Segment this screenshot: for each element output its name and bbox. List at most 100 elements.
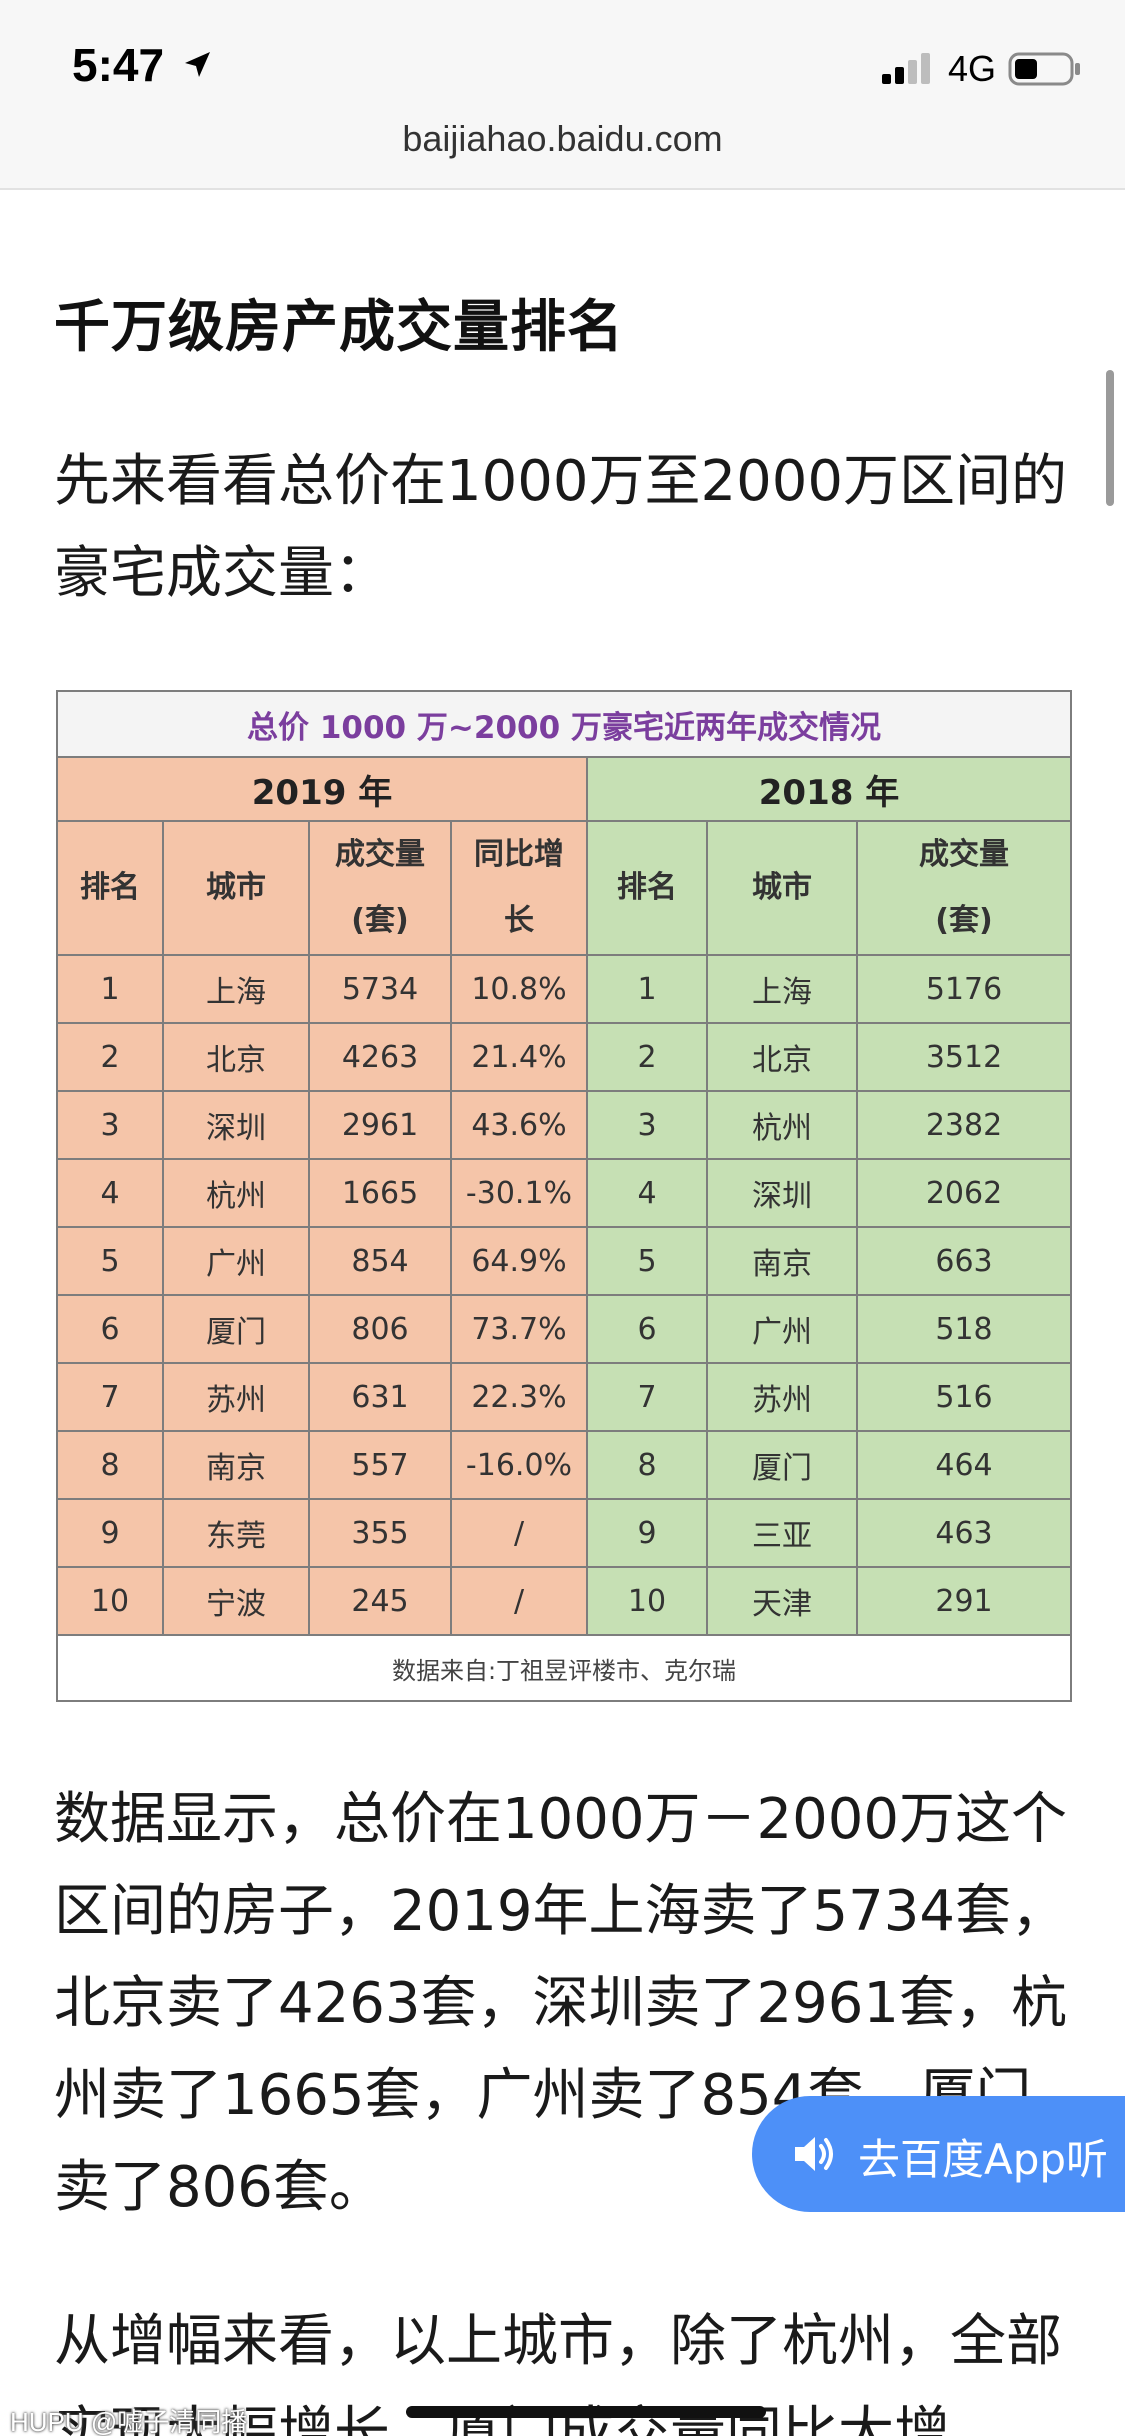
- table-row: 6 厦门 806 73.7% 6 广州 518: [56, 1294, 1073, 1364]
- table-row: 1 上海 5734 10.8% 1 上海 5176: [56, 954, 1073, 1024]
- rank-2018: 9: [586, 1498, 708, 1568]
- rank-2018: 1: [586, 954, 708, 1024]
- growth: /: [450, 1566, 588, 1636]
- volume-2019: 2961: [308, 1090, 452, 1160]
- rank-2019: 9: [56, 1498, 164, 1568]
- col-header-growth-2019: 同比增 长: [450, 820, 588, 956]
- col-header-volume-2019-line1: 成交量: [335, 837, 425, 872]
- growth: 64.9%: [450, 1226, 588, 1296]
- rank-2018: 5: [586, 1226, 708, 1296]
- table-row: 2 北京 4263 21.4% 2 北京 3512: [56, 1022, 1073, 1092]
- city-2018: 北京: [706, 1022, 858, 1092]
- status-time: 5:47: [72, 39, 165, 91]
- battery-icon: [1008, 52, 1080, 86]
- article-paragraph-1: 先来看看总价在1000万至2000万区间的豪宅成交量：: [54, 449, 1068, 606]
- col-header-volume-2018-line2: (套): [935, 903, 993, 938]
- growth: 73.7%: [450, 1294, 588, 1364]
- rank-2019: 1: [56, 954, 164, 1024]
- table-row: 7 苏州 631 22.3% 7 苏州 516: [56, 1362, 1073, 1432]
- address-bar-url[interactable]: baijiahao.baidu.com: [402, 118, 723, 159]
- article-title: 千万级房产成交量排名: [54, 295, 624, 360]
- rank-2019: 7: [56, 1362, 164, 1432]
- city-2018: 南京: [706, 1226, 858, 1296]
- col-header-growth-line2: 长: [504, 903, 534, 938]
- volume-2019: 245: [308, 1566, 452, 1636]
- growth: -30.1%: [450, 1158, 588, 1228]
- col-header-volume-2019: 成交量 (套): [308, 820, 452, 956]
- city-2019: 北京: [162, 1022, 310, 1092]
- growth: 22.3%: [450, 1362, 588, 1432]
- listen-button-label: 去百度App听: [858, 2135, 1109, 2184]
- growth: 21.4%: [450, 1022, 588, 1092]
- speaker-icon: [795, 2137, 833, 2171]
- rank-2019: 4: [56, 1158, 164, 1228]
- network-type: 4G: [948, 48, 997, 89]
- volume-2018: 463: [855, 1498, 1073, 1568]
- volume-2019: 631: [308, 1362, 452, 1432]
- volume-2018: 2062: [855, 1158, 1073, 1228]
- city-2018: 上海: [706, 954, 858, 1024]
- rank-2018: 8: [586, 1430, 708, 1500]
- volume-2018: 516: [855, 1362, 1073, 1432]
- volume-2018: 663: [855, 1226, 1073, 1296]
- rank-2019: 2: [56, 1022, 164, 1092]
- year-2019-header: 2019 年: [56, 756, 588, 822]
- volume-2018: 518: [855, 1294, 1073, 1364]
- volume-2018: 2382: [855, 1090, 1073, 1160]
- col-header-rank-2018: 排名: [586, 820, 708, 956]
- volume-2019: 854: [308, 1226, 452, 1296]
- rank-2018: 10: [586, 1566, 708, 1636]
- col-header-rank-2019: 排名: [56, 820, 164, 956]
- volume-2019: 1665: [308, 1158, 452, 1228]
- rank-2018: 2: [586, 1022, 708, 1092]
- rank-2019: 10: [56, 1566, 164, 1636]
- volume-2019: 4263: [308, 1022, 452, 1092]
- listen-in-baidu-app-button[interactable]: 去百度App听: [752, 2096, 1125, 2212]
- growth: -16.0%: [450, 1430, 588, 1500]
- city-2018: 苏州: [706, 1362, 858, 1432]
- rank-2019: 5: [56, 1226, 164, 1296]
- cellular-signal-icon: [882, 53, 930, 84]
- city-2018: 深圳: [706, 1158, 858, 1228]
- city-2019: 杭州: [162, 1158, 310, 1228]
- rank-2019: 6: [56, 1294, 164, 1364]
- table-caption: 总价 1000 万~2000 万豪宅近两年成交情况: [55, 690, 1073, 758]
- article-paragraph-3: 从增幅来看，以上城市，除了杭州，全部实现大幅增长，厦门成交量同比大增: [54, 2309, 1062, 2436]
- location-arrow-icon: [185, 52, 210, 77]
- rank-2018: 3: [586, 1090, 708, 1160]
- volume-2019: 5734: [308, 954, 452, 1024]
- article-paragraph-2: 数据显示，总价在1000万－2000万这个区间的房子，2019年上海卖了5734…: [54, 1787, 1068, 2220]
- table-row: 10 宁波 245 / 10 天津 291: [56, 1566, 1073, 1636]
- volume-2018: 291: [855, 1566, 1073, 1636]
- col-header-volume-2018-line1: 成交量: [919, 837, 1009, 872]
- rank-2019: 3: [56, 1090, 164, 1160]
- city-2019: 广州: [162, 1226, 310, 1296]
- col-header-city-2019: 城市: [162, 820, 310, 956]
- volume-2018: 3512: [855, 1022, 1073, 1092]
- table-row: 5 广州 854 64.9% 5 南京 663: [56, 1226, 1073, 1296]
- city-2019: 宁波: [162, 1566, 310, 1636]
- browser-header: 5:47 4G baijiahao.baidu.com: [0, 0, 1125, 190]
- city-2019: 厦门: [162, 1294, 310, 1364]
- rank-2018: 7: [586, 1362, 708, 1432]
- city-2019: 东莞: [162, 1498, 310, 1568]
- table-row: 3 深圳 2961 43.6% 3 杭州 2382: [56, 1090, 1073, 1160]
- volume-2019: 355: [308, 1498, 452, 1568]
- city-2018: 天津: [706, 1566, 858, 1636]
- city-2019: 深圳: [162, 1090, 310, 1160]
- col-header-volume-2018: 成交量 (套): [855, 820, 1073, 956]
- growth: 10.8%: [450, 954, 588, 1024]
- table-row: 9 东莞 355 / 9 三亚 463: [56, 1498, 1073, 1568]
- sales-ranking-table: 总价 1000 万~2000 万豪宅近两年成交情况 2019 年 2018 年 …: [55, 690, 1073, 1702]
- rank-2018: 6: [586, 1294, 708, 1364]
- city-2018: 广州: [706, 1294, 858, 1364]
- home-indicator[interactable]: [406, 2406, 766, 2418]
- table-row: 4 杭州 1665 -30.1% 4 深圳 2062: [56, 1158, 1073, 1228]
- rank-2018: 4: [586, 1158, 708, 1228]
- city-2018: 三亚: [706, 1498, 858, 1568]
- scroll-indicator[interactable]: [1106, 370, 1114, 506]
- city-2018: 厦门: [706, 1430, 858, 1500]
- year-2018-header: 2018 年: [585, 756, 1073, 822]
- watermark: HUPU @嘘子清同播: [10, 2407, 248, 2436]
- col-header-growth-line1: 同比增: [474, 837, 564, 872]
